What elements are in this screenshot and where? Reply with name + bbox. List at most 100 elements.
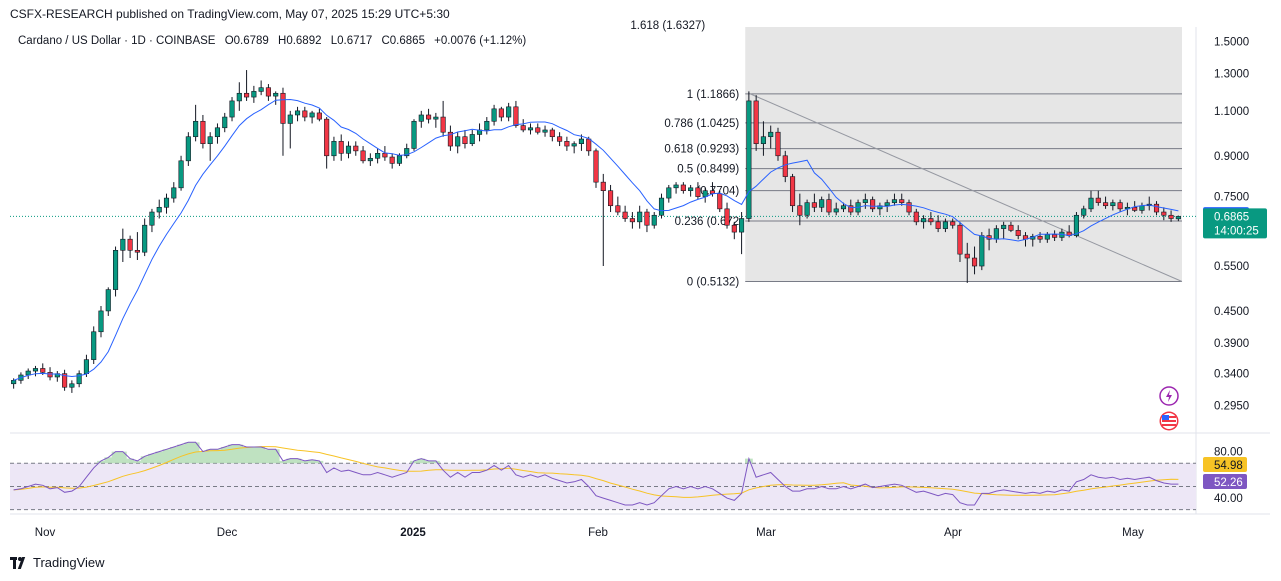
- rsi-pane: 80.00 40.00 54.98 52.26: [10, 441, 1247, 511]
- candle-body: [600, 181, 606, 192]
- rsi-value: 52.26: [1214, 477, 1243, 489]
- candle-body: [731, 224, 737, 233]
- candle-body: [950, 221, 956, 226]
- price-tick-label: 1.5000: [1214, 36, 1249, 48]
- candle-body: [127, 238, 133, 251]
- time-tick-label: Apr: [944, 527, 962, 539]
- last-price-badge: [1203, 208, 1267, 239]
- candle-body: [389, 156, 395, 164]
- time-axis[interactable]: Nov Dec 2025 Feb Mar Apr May: [35, 527, 1144, 539]
- lightning-icon[interactable]: [1159, 386, 1179, 406]
- rsi-ma-badge: [1203, 457, 1247, 472]
- fib-level-label: 0.786 (1.0425): [664, 118, 739, 130]
- candle-body: [695, 187, 701, 197]
- candle-body: [185, 136, 191, 162]
- candle-body: [608, 190, 614, 207]
- candle-body: [287, 114, 293, 124]
- candle-body: [69, 383, 75, 388]
- candle-body: [418, 114, 424, 122]
- candle-body: [906, 202, 912, 213]
- candle-body: [396, 155, 403, 164]
- rsi-line: [13, 441, 1179, 506]
- time-tick-label: May: [1122, 527, 1144, 539]
- candle-body: [345, 145, 352, 154]
- candle-body: [826, 199, 832, 213]
- candle-body: [353, 145, 359, 152]
- candle-body: [891, 199, 898, 203]
- candle-body: [338, 141, 344, 154]
- candle-body: [163, 197, 170, 208]
- moving-average-line: [13, 98, 1179, 381]
- candle-body: [462, 136, 468, 144]
- candle-body: [629, 218, 635, 223]
- candle-body: [1044, 234, 1050, 240]
- countdown-text: 14:00:25: [1214, 225, 1259, 237]
- candle-body: [644, 211, 650, 226]
- candle-body: [811, 202, 817, 208]
- candle-body: [666, 187, 672, 199]
- change-value: +0.0076 (+1.12%): [434, 35, 527, 47]
- candle-body: [1117, 202, 1123, 210]
- fib-level-label: 0.5 (0.8499): [677, 164, 739, 176]
- candle-body: [375, 153, 381, 159]
- price-tick-label: 0.3900: [1214, 338, 1249, 350]
- candle-body: [746, 100, 752, 219]
- tradingview-logo[interactable]: TradingView: [10, 555, 105, 570]
- close-value: C0.6865: [381, 35, 425, 47]
- candle-body: [593, 150, 599, 183]
- candle-body: [62, 373, 68, 388]
- candle-body: [447, 131, 453, 147]
- candle-body: [1015, 230, 1021, 236]
- candle-body: [316, 112, 322, 120]
- candle-body: [870, 199, 876, 210]
- candle-body: [535, 127, 541, 133]
- symbol-name[interactable]: Cardano / US Dollar · 1D · COINBASE: [18, 35, 216, 47]
- candle-body: [411, 120, 417, 149]
- candle-body: [622, 211, 628, 219]
- time-tick-label: Mar: [756, 527, 776, 539]
- candle-body: [491, 108, 497, 122]
- price-axis[interactable]: 1.50001.30001.10000.90000.75000.65000.55…: [1214, 36, 1249, 412]
- price-tick-label: 0.2950: [1214, 400, 1249, 412]
- candle-body: [309, 112, 315, 118]
- candle-body: [280, 92, 286, 124]
- us-flag-icon[interactable]: [1159, 411, 1179, 431]
- candle-body: [680, 184, 686, 192]
- candle-body: [819, 199, 825, 208]
- candle-body: [1110, 202, 1116, 207]
- grid-layer: [10, 27, 1270, 515]
- candle-body: [586, 138, 592, 152]
- candle-body: [302, 110, 308, 118]
- trendline[interactable]: [748, 92, 1183, 282]
- candle-body: [498, 108, 504, 118]
- tradingview-logo-icon: [10, 556, 28, 569]
- candle-body: [506, 106, 512, 118]
- symbol-legend: Cardano / US Dollar · 1D · COINBASE O0.6…: [18, 35, 532, 47]
- time-tick-label: 2025: [400, 527, 426, 539]
- fib-level-label: 0.236 (0.672: [675, 216, 740, 228]
- candle-body: [673, 184, 679, 189]
- time-tick-label: Feb: [588, 527, 608, 539]
- price-tick-label: 1.1000: [1214, 106, 1249, 118]
- candle-body: [112, 250, 119, 290]
- candle-body: [360, 150, 366, 162]
- candle-body: [964, 253, 970, 259]
- fib-level-label: 1 (1.1866): [687, 89, 740, 101]
- candle-body: [957, 224, 963, 255]
- candle-body: [789, 176, 796, 207]
- candle-body: [83, 359, 89, 374]
- candle-body: [564, 141, 570, 147]
- candle-body: [578, 138, 584, 144]
- candle-body: [236, 92, 242, 102]
- candle-body: [1153, 203, 1160, 213]
- candle-body: [222, 116, 228, 129]
- candle-body: [615, 205, 621, 213]
- candle-body: [651, 214, 657, 226]
- low-value: L0.6717: [330, 35, 373, 47]
- candle-body: [214, 127, 221, 138]
- time-tick-label: Nov: [35, 527, 56, 539]
- candle-body: [942, 221, 948, 229]
- candle-body: [797, 205, 803, 216]
